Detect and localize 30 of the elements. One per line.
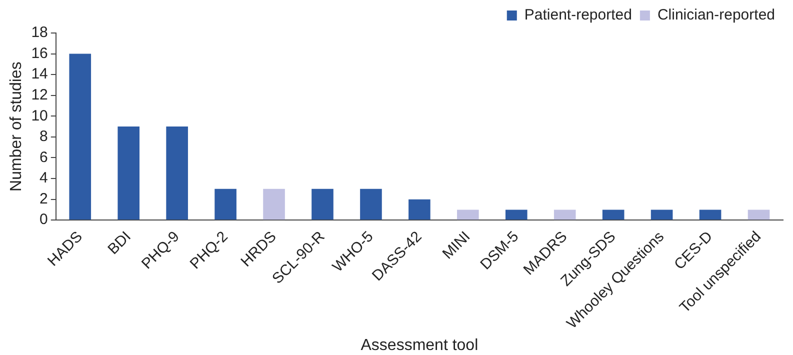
- bar: [214, 188, 236, 220]
- bar: [748, 210, 770, 220]
- x-tick-label: BDI: [104, 228, 134, 258]
- y-tick-label: 12: [31, 86, 48, 104]
- bar: [602, 210, 624, 220]
- y-tick-label: 8: [40, 128, 48, 146]
- bar: [650, 210, 673, 220]
- y-tick-label: 4: [40, 170, 48, 187]
- bar: [457, 210, 479, 220]
- y-tick-label: 2: [40, 190, 48, 208]
- bar: [554, 210, 576, 220]
- bar: [360, 188, 382, 220]
- bar: [69, 54, 92, 220]
- bar: [505, 210, 528, 220]
- bar: [263, 188, 285, 220]
- bar: [312, 188, 334, 220]
- legend-label: Patient-reported: [524, 6, 632, 24]
- bar: [699, 210, 722, 220]
- y-tick-label: 6: [40, 148, 48, 166]
- x-axis-title: Assessment tool: [360, 336, 478, 354]
- y-tick-label: 16: [31, 44, 48, 62]
- bar: [166, 126, 188, 220]
- y-tick-label: 10: [31, 107, 48, 124]
- legend-label: Clinician-reported: [657, 6, 776, 24]
- y-tick-label: 0: [40, 211, 48, 228]
- y-tick-label: 18: [31, 24, 48, 42]
- bar: [408, 199, 430, 220]
- bar: [118, 126, 140, 220]
- y-tick-label: 14: [31, 66, 48, 83]
- y-axis-title: Number of studies: [8, 62, 26, 192]
